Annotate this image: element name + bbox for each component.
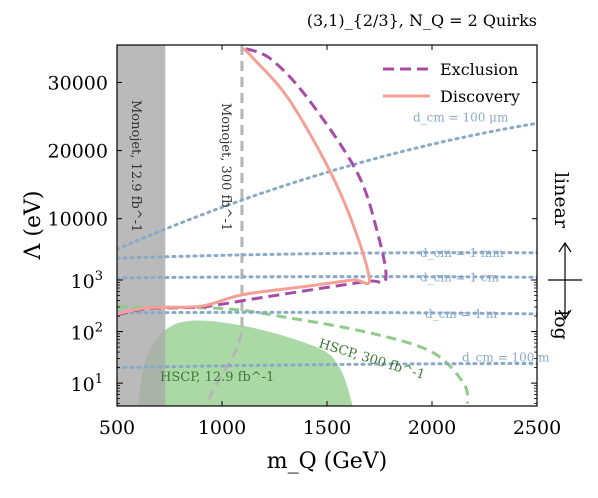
contour-line-0 xyxy=(117,123,537,249)
monojet-129-label: Monojet, 12.9 fb^-1 xyxy=(128,100,143,232)
x-tick-label-4: 2500 xyxy=(513,417,561,439)
contour-label-0: d_cm = 100 μm xyxy=(413,110,509,124)
y-tick-label-log-2: 103 xyxy=(71,269,103,293)
contour-label-1: d_cm = 1 mm xyxy=(420,246,504,260)
y-tick-label-lin-1: 20000 xyxy=(48,141,108,163)
legend-label-exclusion: Exclusion xyxy=(440,60,518,79)
x-tick-label-1: 1000 xyxy=(198,417,246,439)
x-tick-label-3: 2000 xyxy=(408,417,456,439)
contour-label-3: d_cm = 1 m xyxy=(425,307,498,321)
chart-title: (3,1)_{2/3}, N_Q = 2 Quirks xyxy=(307,11,537,30)
contour-label-2: d_cm = 1 cm xyxy=(420,270,500,284)
x-tick-label-0: 500 xyxy=(99,417,135,439)
x-axis-label: m_Q (GeV) xyxy=(267,449,388,474)
y-tick-label-lin-2: 30000 xyxy=(48,72,108,94)
monojet-300-label: Monojet, 300 fb^-1 xyxy=(218,103,233,231)
y-axis-label: Λ (eV) xyxy=(21,191,46,261)
right-label-log: log xyxy=(550,310,572,340)
y-tick-label-log-0: 101 xyxy=(71,372,103,396)
y-tick-label-lin-0: 10000 xyxy=(48,209,108,231)
legend-label-discovery: Discovery xyxy=(440,87,520,106)
x-tick-label-2: 1500 xyxy=(303,417,351,439)
right-label-linear: linear xyxy=(550,172,572,229)
hscp-129-label: HSCP, 12.9 fb^-1 xyxy=(160,370,274,385)
legend: Exclusion Discovery xyxy=(383,60,520,106)
y-tick-label-log-1: 102 xyxy=(71,321,103,345)
